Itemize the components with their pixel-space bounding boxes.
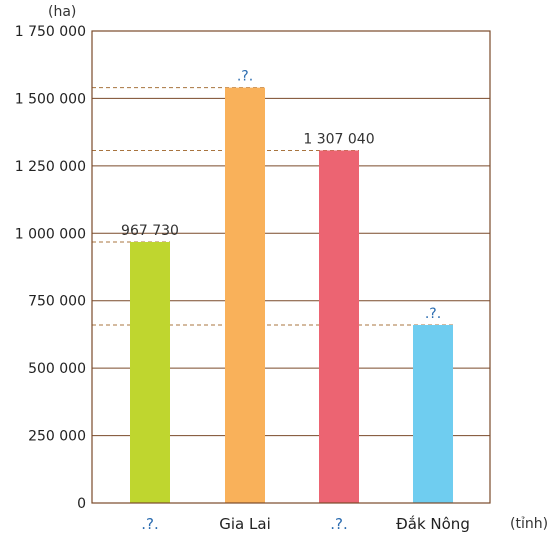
- data-label: .?.: [237, 69, 253, 85]
- category-label: Đắk Nông: [396, 515, 470, 533]
- data-label: 967 730: [121, 223, 179, 239]
- y-tick-label: 1 500 000: [15, 91, 86, 107]
- data-label: .?.: [425, 306, 441, 322]
- y-tick-label: 250 000: [28, 429, 86, 445]
- bar: [413, 324, 453, 503]
- category-labels: .?. Gia Lai.?. Đắk Nông: [141, 515, 470, 533]
- y-tick-label: 1 000 000: [15, 226, 86, 242]
- category-label: Gia Lai: [219, 515, 270, 533]
- x-unit-label: (tỉnh): [510, 516, 548, 532]
- y-tick-label: 750 000: [28, 294, 86, 310]
- category-label: .?.: [141, 515, 159, 533]
- bar: [130, 241, 170, 504]
- y-tick-label: 1 250 000: [15, 159, 86, 175]
- data-labels: 967 730.?. 1 307 040.?.: [121, 69, 441, 322]
- bar: [225, 87, 265, 503]
- y-unit-label: (ha): [48, 4, 76, 20]
- y-tick-labels: 0 250 000 500 000 750 000 1 000 000 1 250 000…: [15, 24, 86, 512]
- y-tick-label: 1 750 000: [15, 24, 86, 40]
- data-label: 1 307 040: [303, 131, 374, 147]
- category-label: .?.: [330, 515, 348, 533]
- y-tick-label: 0: [77, 496, 86, 512]
- plot-frame: [91, 30, 491, 504]
- bars: [130, 87, 453, 504]
- bar: [319, 150, 359, 503]
- y-tick-label: 500 000: [28, 361, 86, 377]
